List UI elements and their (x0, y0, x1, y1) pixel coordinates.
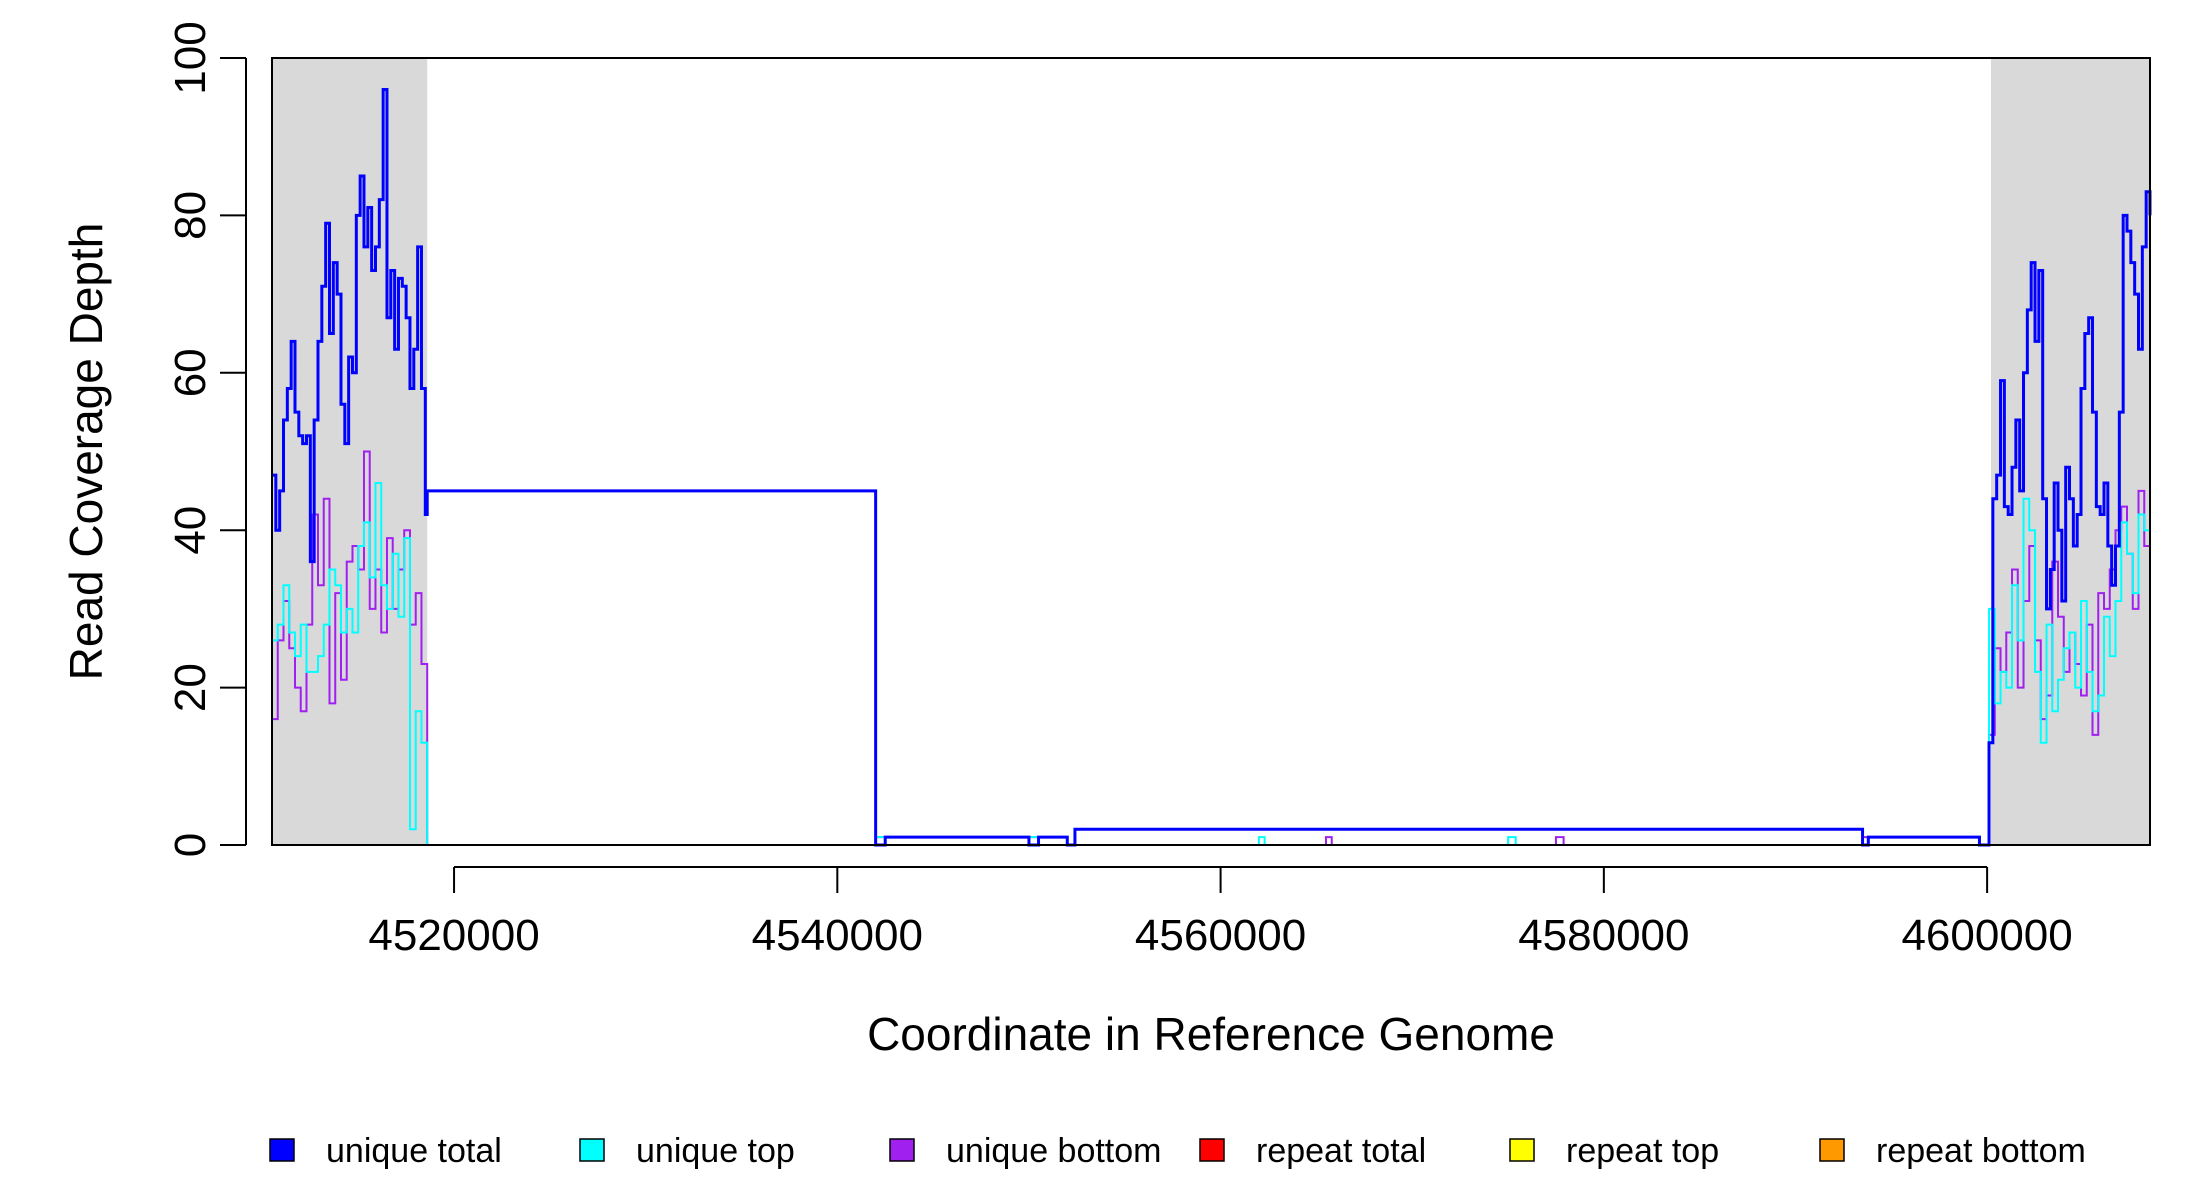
legend-label: unique top (636, 1132, 795, 1170)
x-tick-label: 4540000 (752, 911, 923, 960)
y-tick-label: 60 (166, 348, 215, 397)
y-tick-label: 40 (166, 506, 215, 555)
x-tick-label: 4580000 (1518, 911, 1689, 960)
y-tick-label: 0 (166, 833, 215, 857)
shaded-regions (272, 58, 2150, 845)
x-tick-label: 4520000 (368, 911, 539, 960)
y-axis: 0 20 40 60 80 100 (166, 21, 247, 857)
shaded-region-1 (1990, 58, 2150, 845)
legend-swatch (1199, 1138, 1225, 1162)
series-unique-bottom (272, 450, 2151, 846)
series-layer (272, 87, 2152, 847)
x-axis: 4520000 4540000 4560000 4580000 4600000 (368, 866, 2073, 960)
legend-swatch (579, 1138, 605, 1162)
legend-swatch (1819, 1138, 1845, 1162)
legend-label: repeat bottom (1876, 1132, 2086, 1170)
legend-label: repeat total (1256, 1132, 1426, 1170)
legend-label: unique total (326, 1132, 502, 1170)
x-axis-title: Coordinate in Reference Genome (867, 1008, 1555, 1060)
y-tick-label: 20 (166, 663, 215, 712)
legend-label: repeat top (1566, 1132, 1719, 1170)
x-tick-label: 4560000 (1135, 911, 1306, 960)
legend-swatch (269, 1138, 295, 1162)
x-tick-label: 4600000 (1901, 911, 2072, 960)
legend-swatch (889, 1138, 915, 1162)
series-unique-top (272, 481, 2151, 846)
y-tick-label: 100 (166, 21, 215, 94)
legend: unique total unique top unique bottom repea… (269, 1132, 2086, 1170)
plot-frame (271, 57, 2151, 846)
y-axis-title: Read Coverage Depth (60, 223, 112, 681)
legend-label: unique bottom (946, 1132, 1162, 1170)
shaded-region-0 (272, 58, 428, 845)
legend-swatch (1509, 1138, 1535, 1162)
series-unique-total (272, 87, 2152, 847)
y-tick-label: 80 (166, 191, 215, 240)
